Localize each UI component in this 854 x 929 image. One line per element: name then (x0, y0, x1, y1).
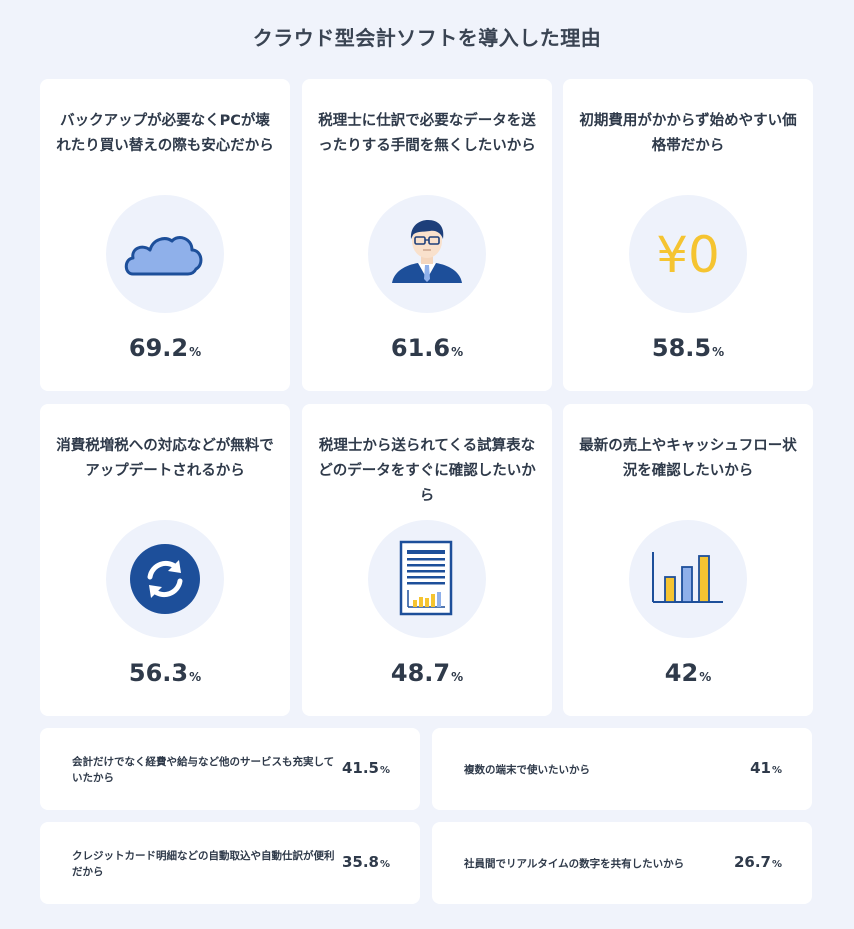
icon-circle (629, 520, 747, 638)
reason-label: クレジットカード明細などの自動取込や自動仕訳が便利だから (72, 850, 335, 878)
cloud-icon (124, 236, 203, 276)
page-title: クラウド型会計ソフトを導入した理由 (252, 26, 602, 50)
reason-label: 複数の端末で使いたいから (464, 764, 590, 776)
reason-card-auto-import: クレジットカード明細などの自動取込や自動仕訳が便利だから 35.8% (40, 822, 420, 904)
reason-card-realtime-share: 社員間でリアルタイムの数字を共有したいから 26.7% (432, 822, 812, 904)
icon-circle: ¥0 (629, 195, 747, 313)
reason-card-backup: バックアップが必要なくPCが壊れたり買い替えの際も安心だから 69.2% (40, 79, 290, 391)
reason-label: 税理士から送られてくる試算表などのデータをすぐに確認したいから (318, 438, 536, 504)
reason-card-multi-device: 複数の端末で使いたいから 41% (432, 728, 812, 810)
reason-card-initial-cost: 初期費用がかからず始めやすい価格帯だから ¥0 58.5% (563, 79, 813, 391)
refresh-icon (130, 544, 200, 614)
reason-value: 61.6% (390, 334, 464, 362)
svg-text:¥0: ¥0 (656, 226, 720, 284)
reason-label: 消費税増税への対応などが無料でアップデートされるから (56, 438, 274, 479)
reason-value: 41.5% (341, 759, 390, 777)
reason-value: 69.2% (128, 334, 202, 362)
reason-label: 初期費用がかからず始めやすい価格帯だから (579, 113, 797, 154)
icon-circle (368, 195, 486, 313)
reason-label: バックアップが必要なくPCが壊れたり買い替えの際も安心だから (56, 113, 274, 154)
reason-label: 税理士に仕訳で必要なデータを送ったりする手間を無くしたいから (318, 113, 536, 154)
reason-card-tax-accountant-data: 税理士に仕訳で必要なデータを送ったりする手間を無くしたいから 61.6% (302, 79, 552, 391)
reason-card-trial-balance: 税理士から送られてくる試算表などのデータをすぐに確認したいから 48.7% (302, 404, 552, 716)
reason-card-tax-update: 消費税増税への対応などが無料でアップデートされるから 56.3% (40, 404, 290, 716)
reason-value: 26.7% (733, 853, 782, 871)
icon-circle (106, 195, 224, 313)
reason-value: 35.8% (341, 853, 390, 871)
reason-label: 最新の売上やキャッシュフロー状況を確認したいから (579, 438, 797, 479)
reason-value: 42% (664, 659, 712, 687)
reason-value: 58.5% (651, 334, 725, 362)
yen-zero-icon: ¥0 (656, 226, 720, 284)
reason-value: 41% (750, 759, 782, 777)
icon-circle (106, 520, 224, 638)
reason-value: 48.7% (390, 659, 464, 687)
reason-value: 56.3% (128, 659, 202, 687)
icon-circle (368, 520, 486, 638)
reason-label: 会計だけでなく経費や給与など他のサービスも充実していたから (72, 756, 335, 784)
reason-card-cashflow: 最新の売上やキャッシュフロー状況を確認したいから 42% (563, 404, 813, 716)
reason-label: 社員間でリアルタイムの数字を共有したいから (464, 858, 685, 870)
report-document-icon (399, 540, 453, 616)
reason-card-other-services: 会計だけでなく経費や給与など他のサービスも充実していたから 41.5% (40, 728, 420, 810)
businessman-icon (392, 220, 462, 283)
bar-chart-icon (652, 552, 723, 603)
